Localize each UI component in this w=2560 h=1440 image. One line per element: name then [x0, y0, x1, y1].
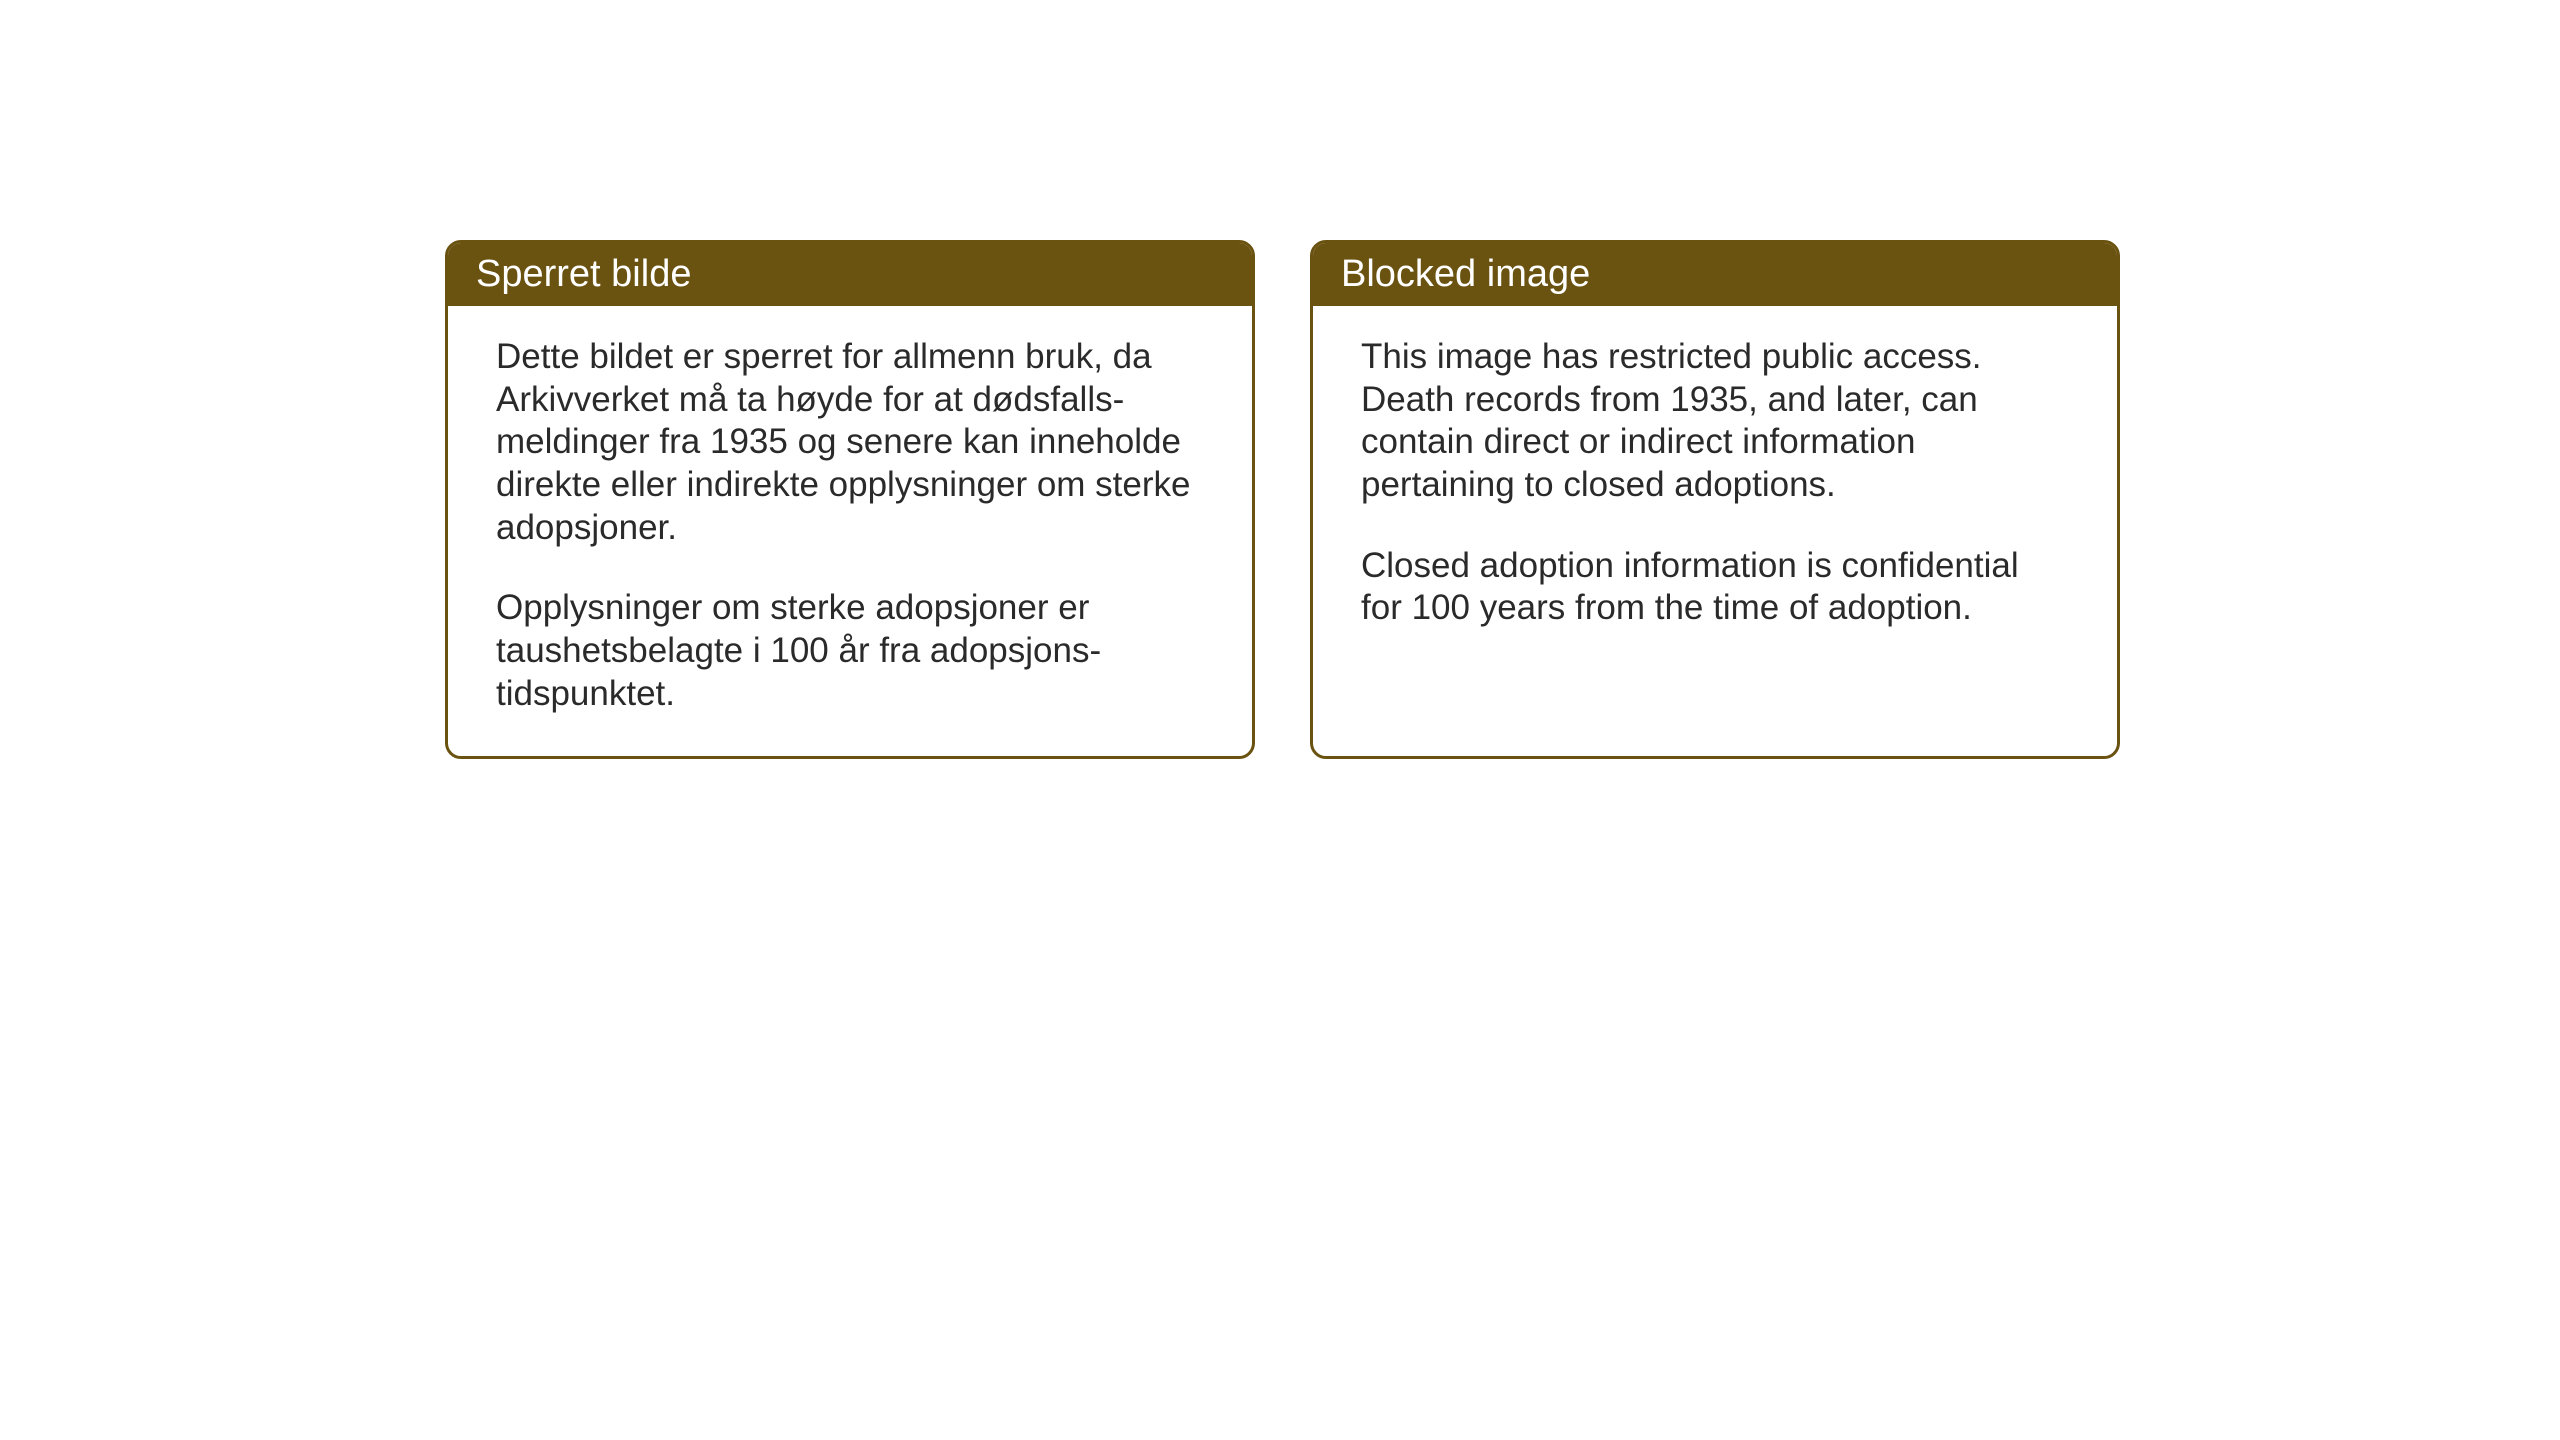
notice-paragraph-1-norwegian: Dette bildet er sperret for allmenn bruk… [496, 336, 1204, 549]
notice-title-english: Blocked image [1341, 253, 1590, 295]
notice-header-english: Blocked image [1313, 243, 2117, 306]
notice-paragraph-1-english: This image has restricted public access.… [1361, 336, 2069, 507]
notice-paragraph-2-norwegian: Opplysninger om sterke adopsjoner er tau… [496, 587, 1204, 715]
notice-title-norwegian: Sperret bilde [476, 253, 691, 295]
notice-paragraph-2-english: Closed adoption information is confident… [1361, 545, 2069, 630]
notice-body-norwegian: Dette bildet er sperret for allmenn bruk… [448, 306, 1252, 756]
notice-container: Sperret bilde Dette bildet er sperret fo… [445, 240, 2120, 759]
notice-header-norwegian: Sperret bilde [448, 243, 1252, 306]
notice-body-english: This image has restricted public access.… [1313, 306, 2117, 746]
notice-card-english: Blocked image This image has restricted … [1310, 240, 2120, 759]
notice-card-norwegian: Sperret bilde Dette bildet er sperret fo… [445, 240, 1255, 759]
